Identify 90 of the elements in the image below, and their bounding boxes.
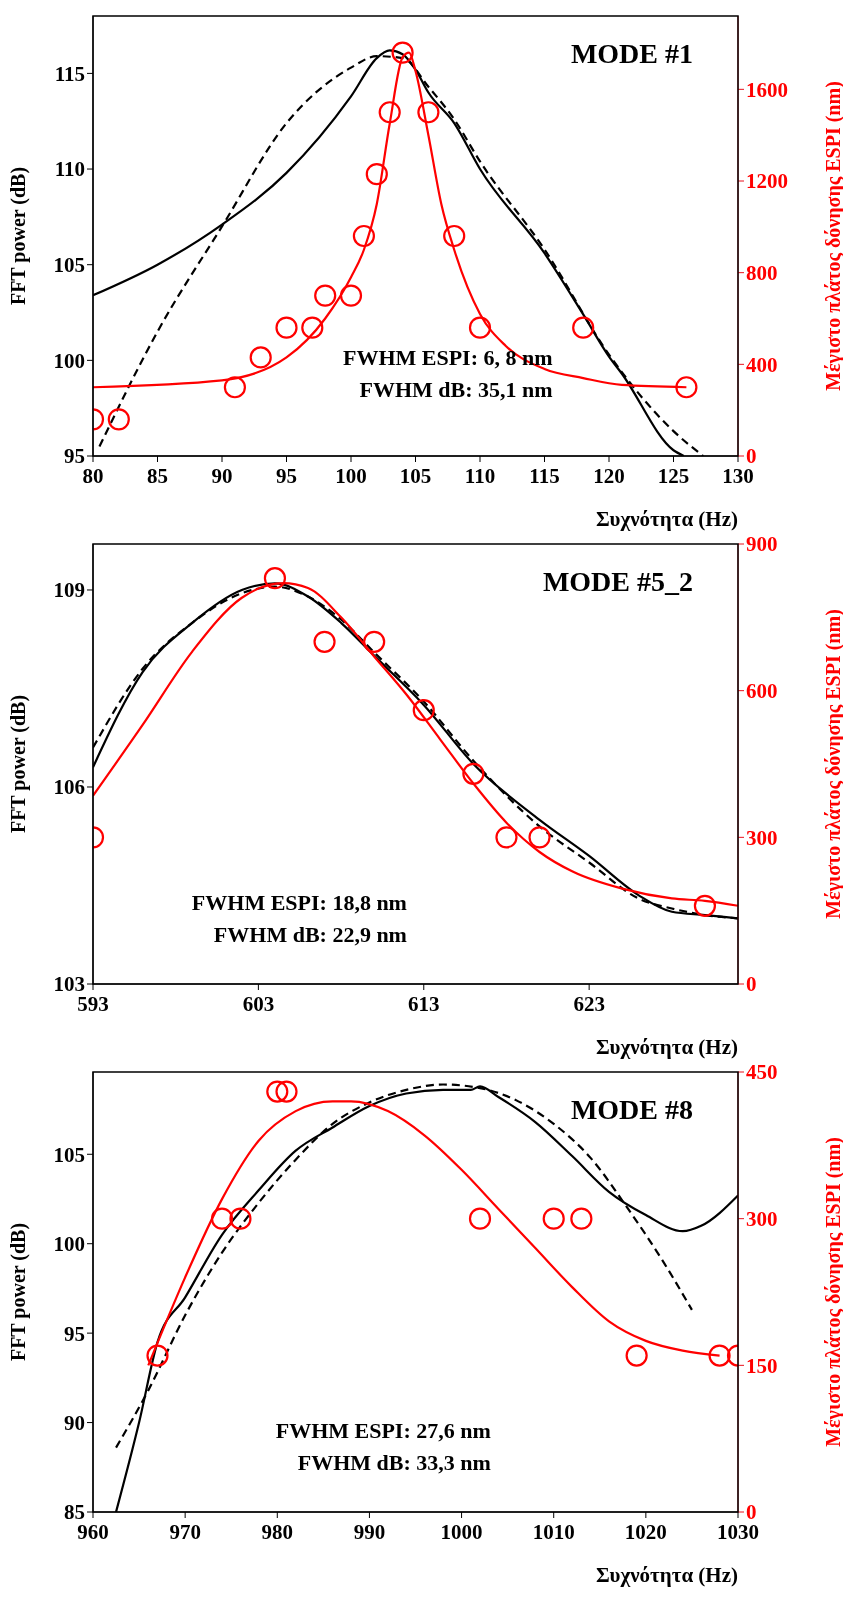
x-tick-label: 105 [399, 463, 432, 488]
y-axis-title: FFT power (dB) [7, 1222, 31, 1362]
x-tick-label: 970 [169, 1519, 201, 1544]
y-tick-label: 110 [54, 157, 85, 182]
point [675, 376, 698, 399]
point [625, 1344, 648, 1367]
y-axis-title: FFT power (dB) [7, 166, 31, 306]
x-tick-label: 1000 [440, 1519, 483, 1544]
annotation: FWHM ESPI: 18,8 nm [191, 889, 407, 918]
x-tick-label: 603 [242, 991, 275, 1016]
x-tick-label: 95 [276, 463, 297, 488]
annotation: FWHM dB: 35,1 nm [358, 375, 553, 404]
point [223, 376, 246, 399]
point [210, 1207, 234, 1230]
y-tick-label: 115 [54, 61, 85, 86]
y-tick-label: 100 [53, 1232, 85, 1257]
x-tick-label: 90 [211, 463, 233, 488]
point [693, 894, 717, 917]
x-tick-label: 120 [593, 463, 625, 488]
point [314, 284, 337, 307]
y-tick-label: 105 [53, 253, 85, 278]
point [363, 630, 386, 653]
point [146, 1344, 169, 1367]
x-tick-label: 623 [573, 991, 605, 1016]
y2-tick-label: 800 [746, 261, 778, 286]
x-axis-title: Συχνότητα (Hz) [595, 1035, 739, 1059]
y-tick-label: 90 [64, 1411, 85, 1436]
point [391, 41, 414, 64]
point [462, 762, 485, 785]
y2-tick-label: 600 [746, 679, 778, 704]
point [378, 101, 401, 124]
x-tick-label: 115 [529, 463, 560, 488]
annotation: FWHM dB: 22,9 nm [212, 921, 407, 950]
y-axis-title: FFT power (dB) [7, 694, 31, 834]
y-tick-label: 100 [53, 348, 85, 373]
y-tick-label: 106 [53, 775, 85, 800]
x-tick-label: 1010 [532, 1519, 575, 1544]
x-tick-label: 110 [464, 463, 496, 488]
y2-tick-label: 900 [746, 532, 778, 557]
x-tick-label: 85 [147, 463, 168, 488]
x-tick-label: 980 [261, 1519, 294, 1544]
x-tick-label: 80 [82, 463, 104, 488]
annotation: FWHM ESPI: 6, 8 nm [342, 343, 553, 372]
y-tick-label: 109 [53, 578, 85, 603]
point [542, 1207, 565, 1230]
x-tick-label: 613 [408, 991, 440, 1016]
y2-tick-label: 400 [746, 352, 778, 377]
point [249, 346, 272, 369]
point [339, 284, 363, 307]
point [468, 1207, 492, 1230]
point [263, 567, 287, 590]
point [301, 316, 324, 339]
x-tick-label: 100 [335, 463, 367, 488]
y2-tick-label: 300 [746, 825, 778, 850]
x-tick-label: 1020 [624, 1519, 667, 1544]
point [572, 316, 595, 339]
x-axis-title: Συχνότητα (Hz) [595, 1563, 739, 1587]
point [229, 1207, 252, 1230]
y2-tick-label: 450 [746, 1060, 778, 1085]
y-tick-label: 95 [64, 1321, 85, 1346]
point [107, 408, 130, 431]
y2-tick-label: 1600 [746, 77, 788, 102]
annotation: FWHM dB: 33,3 nm [296, 1449, 491, 1478]
point [275, 316, 298, 339]
point [412, 699, 435, 722]
y2-tick-label: 150 [746, 1353, 778, 1378]
point [352, 224, 375, 248]
y-tick-label: 105 [53, 1142, 85, 1167]
point [365, 163, 388, 186]
annotation: FWHM ESPI: 27,6 nm [275, 1417, 491, 1446]
point [708, 1344, 731, 1367]
point [417, 101, 440, 124]
point [528, 826, 551, 849]
x-axis-title: Συχνότητα (Hz) [595, 507, 739, 531]
point [468, 316, 492, 339]
point [495, 826, 518, 849]
y-tick-label: 95 [64, 444, 85, 469]
text: MODE #1 [570, 38, 693, 70]
point [570, 1207, 593, 1230]
point [275, 1080, 298, 1103]
y2-tick-label: 1200 [746, 169, 788, 194]
text: MODE #8 [570, 1094, 693, 1126]
point [313, 630, 336, 653]
point [266, 1080, 289, 1103]
text: MODE #5_2 [542, 566, 693, 598]
y2-tick-label: 300 [746, 1207, 778, 1232]
y2-tick-label: 0 [746, 972, 757, 997]
x-tick-label: 125 [657, 463, 690, 488]
point [443, 224, 466, 248]
x-tick-label: 990 [353, 1519, 386, 1544]
